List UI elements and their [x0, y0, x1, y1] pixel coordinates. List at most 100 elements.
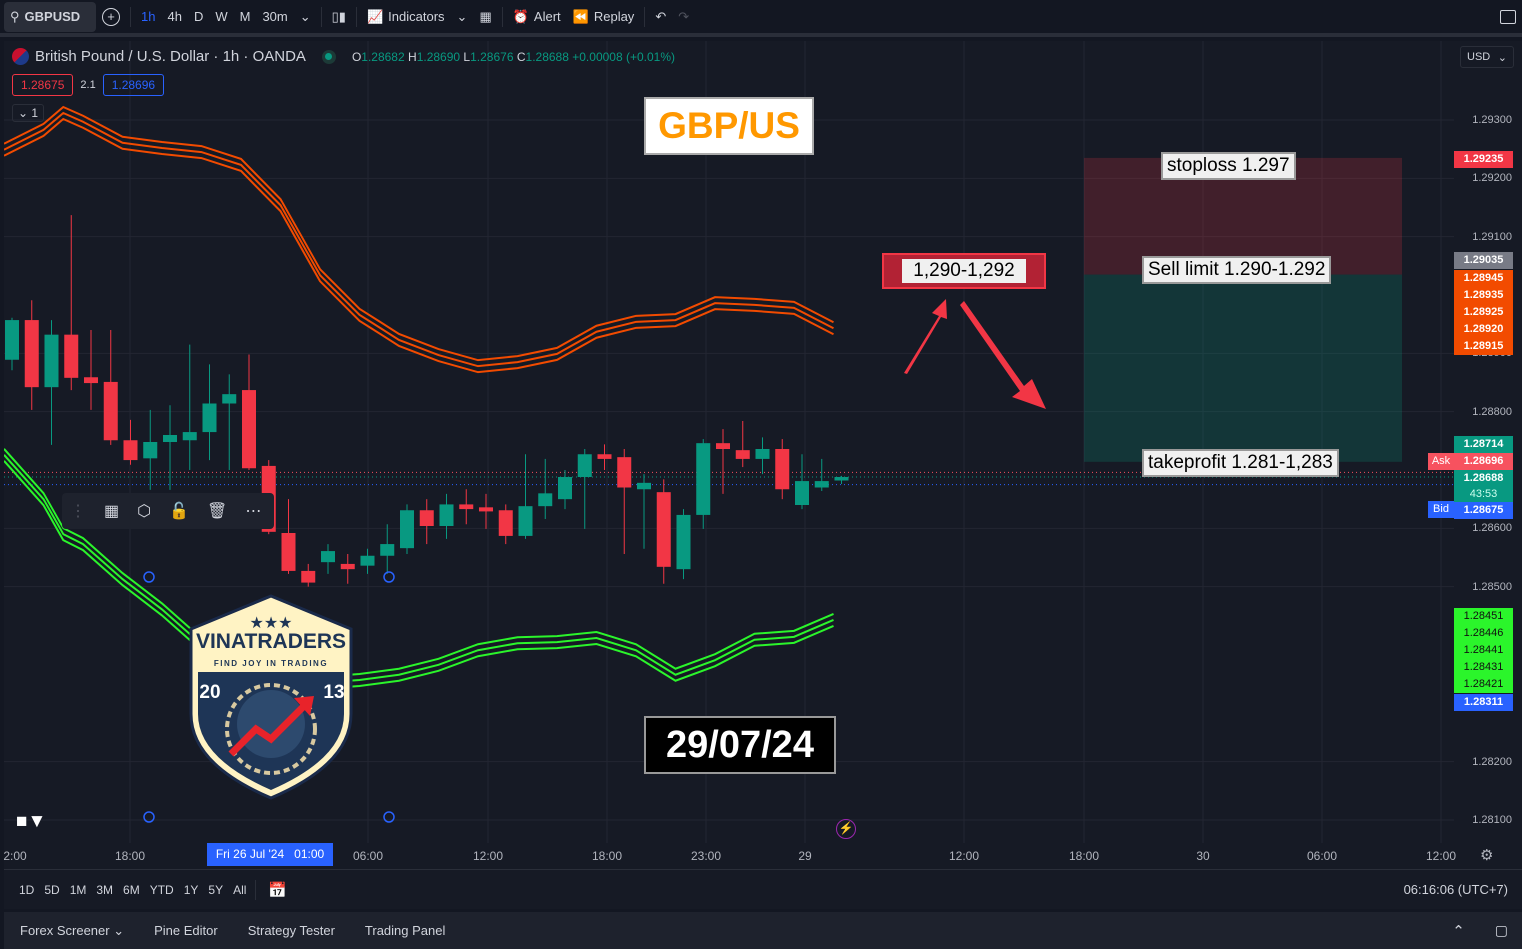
svg-text:★★★: ★★★ — [249, 615, 292, 632]
range-6m[interactable]: 6M — [123, 882, 140, 897]
range-ytd[interactable]: YTD — [149, 882, 174, 897]
interval-chevron-down-icon[interactable]: ⌄ — [299, 8, 311, 24]
interval-4h[interactable]: 4h — [167, 9, 182, 24]
fullscreen-icon[interactable] — [1494, 0, 1522, 35]
range-1d[interactable]: 1D — [19, 882, 35, 897]
collapse-panel-chevron-icon[interactable]: ⌃ — [1452, 922, 1465, 940]
price-tag: 1.28688 43:53 — [1454, 469, 1513, 504]
interval-d[interactable]: D — [193, 9, 204, 24]
interval-30m[interactable]: 30m — [262, 9, 288, 24]
price-tag: 1.28311 — [1454, 693, 1513, 711]
buy-button[interactable]: 1.28696 — [102, 74, 165, 96]
arrow-up-icon — [904, 299, 947, 374]
replay-button[interactable]: ⏪ Replay — [567, 0, 641, 35]
marker-circle — [383, 571, 395, 583]
lightning-icon[interactable]: ⚡ — [836, 819, 856, 839]
svg-text:20: 20 — [199, 682, 220, 703]
interval-m[interactable]: M — [239, 9, 251, 24]
alarm-clock-icon: ⏰ — [512, 8, 529, 24]
marker-circle — [383, 811, 395, 823]
price-tag-value: 1.28688 — [1463, 471, 1504, 484]
price-tag: 1.28696 — [1454, 452, 1513, 470]
range-bar: 1D 5D 1M 3M 6M YTD 1Y 5Y All 📅 06:16:06 (UTC+7) — [4, 869, 1522, 909]
tab-pine-editor[interactable]: Pine Editor — [154, 923, 218, 938]
candle-body — [439, 504, 454, 526]
range-all[interactable]: All — [233, 882, 247, 897]
title-annotation[interactable]: GBP/US — [644, 97, 814, 155]
tab-strategy-tester[interactable]: Strategy Tester — [247, 923, 335, 938]
range-1m[interactable]: 1M — [69, 882, 87, 897]
drawing-floating-toolbar: ⋮ ▦ ⬡ 🔓 🗑 ⋯ — [62, 493, 274, 529]
o-label: O — [351, 49, 362, 64]
h-label: H — [408, 49, 417, 64]
currency-select[interactable]: USD ⌄ — [1460, 46, 1514, 68]
time-tick: 30 — [1196, 849, 1210, 863]
chart-pane[interactable]: British Pound / U.S. Dollar · 1h · OANDA… — [4, 41, 1454, 843]
time-axis[interactable]: 2:00 18:00 06:00 12:00 18:00 23:00 29 12:00 18:0… — [3, 843, 1522, 869]
takeprofit-label[interactable]: takeprofit 1.281-1,283 — [1142, 449, 1339, 477]
axis-settings-icon[interactable]: ⚙ — [1480, 847, 1494, 864]
drag-handle-icon[interactable]: ⋮ — [70, 503, 86, 520]
bar-countdown: 43:53 — [1469, 487, 1498, 500]
indicators-chevron-icon[interactable]: ⌄ — [456, 8, 468, 24]
time-tick: 06:00 — [1306, 849, 1338, 863]
trash-icon[interactable]: 🗑 — [207, 503, 228, 520]
sell-button[interactable]: 1.28675 — [12, 74, 74, 96]
price-tag: 1.29035 — [1454, 251, 1513, 269]
go-to-date-calendar-icon[interactable]: 📅 — [268, 881, 288, 899]
date-annotation[interactable]: 29/07/24 — [644, 716, 836, 774]
candle-body — [380, 544, 395, 556]
templates-icon[interactable]: ▦ — [104, 503, 120, 520]
price-tick: 1.29100 — [1472, 230, 1512, 243]
undo-icon[interactable]: ↶ — [655, 8, 667, 24]
range-5y[interactable]: 5Y — [208, 882, 224, 897]
settings-hexagon-icon[interactable]: ⬡ — [137, 503, 152, 520]
collapse-indicators-button[interactable]: ⌄ 1 — [12, 104, 45, 122]
more-icon[interactable]: ⋯ — [245, 503, 262, 520]
upper-band-line — [4, 105, 834, 362]
stoploss-label[interactable]: stoploss 1.297 — [1161, 152, 1296, 180]
lower-band-line — [4, 454, 834, 684]
c-label: C — [516, 49, 526, 64]
currency-chevron-icon: ⌄ — [1497, 52, 1507, 64]
tab-forex-screener[interactable]: Forex Screener ⌄ — [20, 922, 125, 938]
range-3m[interactable]: 3M — [96, 882, 114, 897]
candle-body — [795, 481, 809, 505]
range-5d[interactable]: 5D — [44, 882, 60, 897]
symbol-search[interactable]: ⚲ GBPUSD — [4, 1, 96, 32]
maximize-panel-icon[interactable]: ▢ — [1494, 922, 1508, 938]
price-tag: 1.28945 — [1454, 269, 1513, 287]
interval-w[interactable]: W — [215, 9, 228, 24]
candle-type-icon[interactable]: ▯▮ — [331, 8, 346, 24]
bottom-panel: Forex Screener ⌄ Pine Editor Strategy Te… — [4, 912, 1522, 949]
upper-band-line — [4, 117, 834, 374]
lock-icon[interactable]: 🔓 — [169, 503, 190, 520]
price-tag: 1.28451 — [1454, 607, 1513, 625]
compare-button[interactable]: + — [96, 0, 126, 35]
price-tag: 1.28925 — [1454, 303, 1513, 321]
candle-body — [814, 481, 829, 488]
lower-band-line — [4, 460, 834, 690]
tab-trading-panel[interactable]: Trading Panel — [364, 923, 446, 938]
candle-body — [301, 570, 316, 583]
layouts-icon[interactable]: ▦ — [479, 8, 492, 24]
interval-1h[interactable]: 1h — [141, 9, 156, 24]
tradingview-logo[interactable]: ■▼ — [16, 811, 47, 832]
candle-body — [735, 450, 750, 459]
price-axis[interactable]: USD ⌄ 1.293001.292001.291001.289001.2880… — [1454, 41, 1522, 843]
range-1y[interactable]: 1Y — [183, 882, 199, 897]
candle-body — [637, 482, 651, 490]
symbol-title[interactable]: British Pound / U.S. Dollar · 1h · OANDA — [35, 48, 306, 65]
candle-body — [242, 390, 256, 469]
candle-body — [755, 448, 770, 459]
price-tag: 1.28714 — [1454, 435, 1513, 453]
alert-button[interactable]: ⏰ Alert — [507, 0, 567, 35]
entry-annotation[interactable]: 1,290-1,292 — [882, 253, 1046, 289]
clock[interactable]: 06:16:06 (UTC+7) — [1403, 882, 1508, 897]
indicators-button[interactable]: 📈 Indicators — [361, 0, 451, 35]
redo-icon[interactable]: ↷ — [678, 8, 690, 24]
chart-canvas[interactable] — [4, 41, 1454, 843]
candle-body — [617, 457, 632, 488]
top-toolbar: ⚲ GBPUSD + 1h 4h D W M 30m ⌄ ▯▮ 📈 Indicato… — [0, 0, 1522, 37]
sell-limit-label[interactable]: Sell limit 1.290-1.292 — [1142, 256, 1332, 284]
